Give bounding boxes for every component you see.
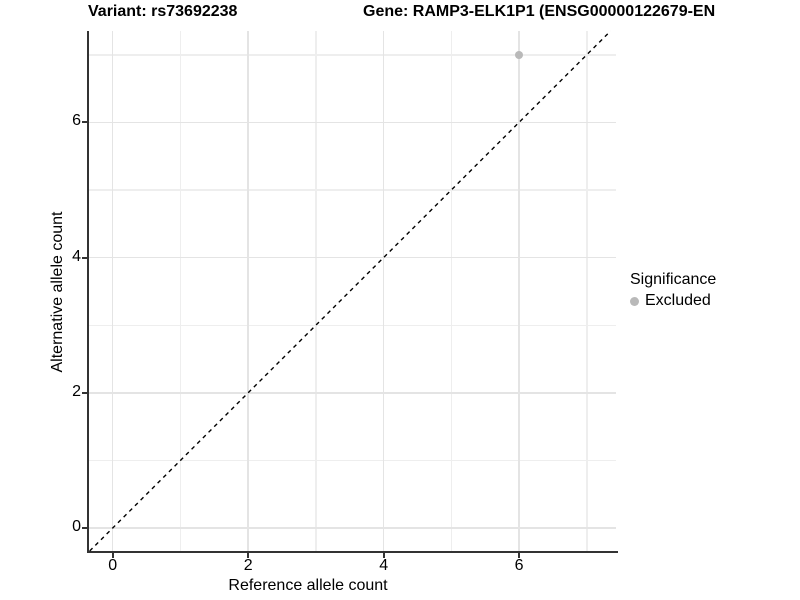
x-major-gridline [111,31,114,551]
y-tick-mark [82,391,87,394]
plot-title-variant: Variant: rs73692238 [88,3,238,20]
x-minor-gridline [586,31,588,551]
data-point [515,50,524,59]
y-axis-line [87,31,89,553]
x-tick-label: 4 [379,557,389,574]
x-tick-label: 0 [108,557,118,574]
y-minor-gridline [89,189,616,191]
y-axis-title: Alternative allele count [49,211,66,373]
y-minor-gridline [89,324,616,327]
legend: Significance Excluded [630,271,716,310]
y-tick-label: 2 [72,382,81,400]
y-tick-mark [82,527,87,529]
plot-panel [89,30,616,552]
x-tick-label: 6 [514,557,524,574]
x-major-gridline [247,31,249,551]
legend-swatch-dot-icon [630,296,639,306]
identity-reference-line [89,30,612,552]
y-major-gridline [89,527,616,529]
x-tick-mark [382,553,385,558]
legend-items: Excluded [630,292,716,310]
y-minor-gridline [89,54,616,56]
x-minor-gridline [450,31,453,551]
y-tick-mark [82,256,87,259]
x-axis-title: Reference allele count [228,577,388,594]
y-major-gridline [89,121,616,124]
x-minor-gridline [315,31,317,551]
x-tick-mark [247,553,250,558]
y-tick-mark [82,121,87,124]
legend-item: Excluded [630,292,716,310]
x-tick-mark [111,553,114,558]
x-major-gridline [382,31,385,551]
x-major-gridline [518,31,520,551]
y-tick-label: 6 [72,112,81,130]
x-axis-line [87,551,618,553]
x-tick-label: 2 [243,557,253,574]
legend-item-label: Excluded [645,292,711,309]
y-major-gridline [89,392,616,394]
y-major-gridline [89,256,616,259]
legend-title: Significance [630,271,717,288]
y-minor-gridline [89,459,616,462]
x-minor-gridline [179,31,182,551]
x-tick-mark [518,553,521,558]
y-tick-label: 0 [72,518,81,536]
y-tick-label: 4 [72,247,81,265]
plot-title-gene: Gene: RAMP3-ELK1P1 (ENSG00000122679-EN [363,3,716,20]
